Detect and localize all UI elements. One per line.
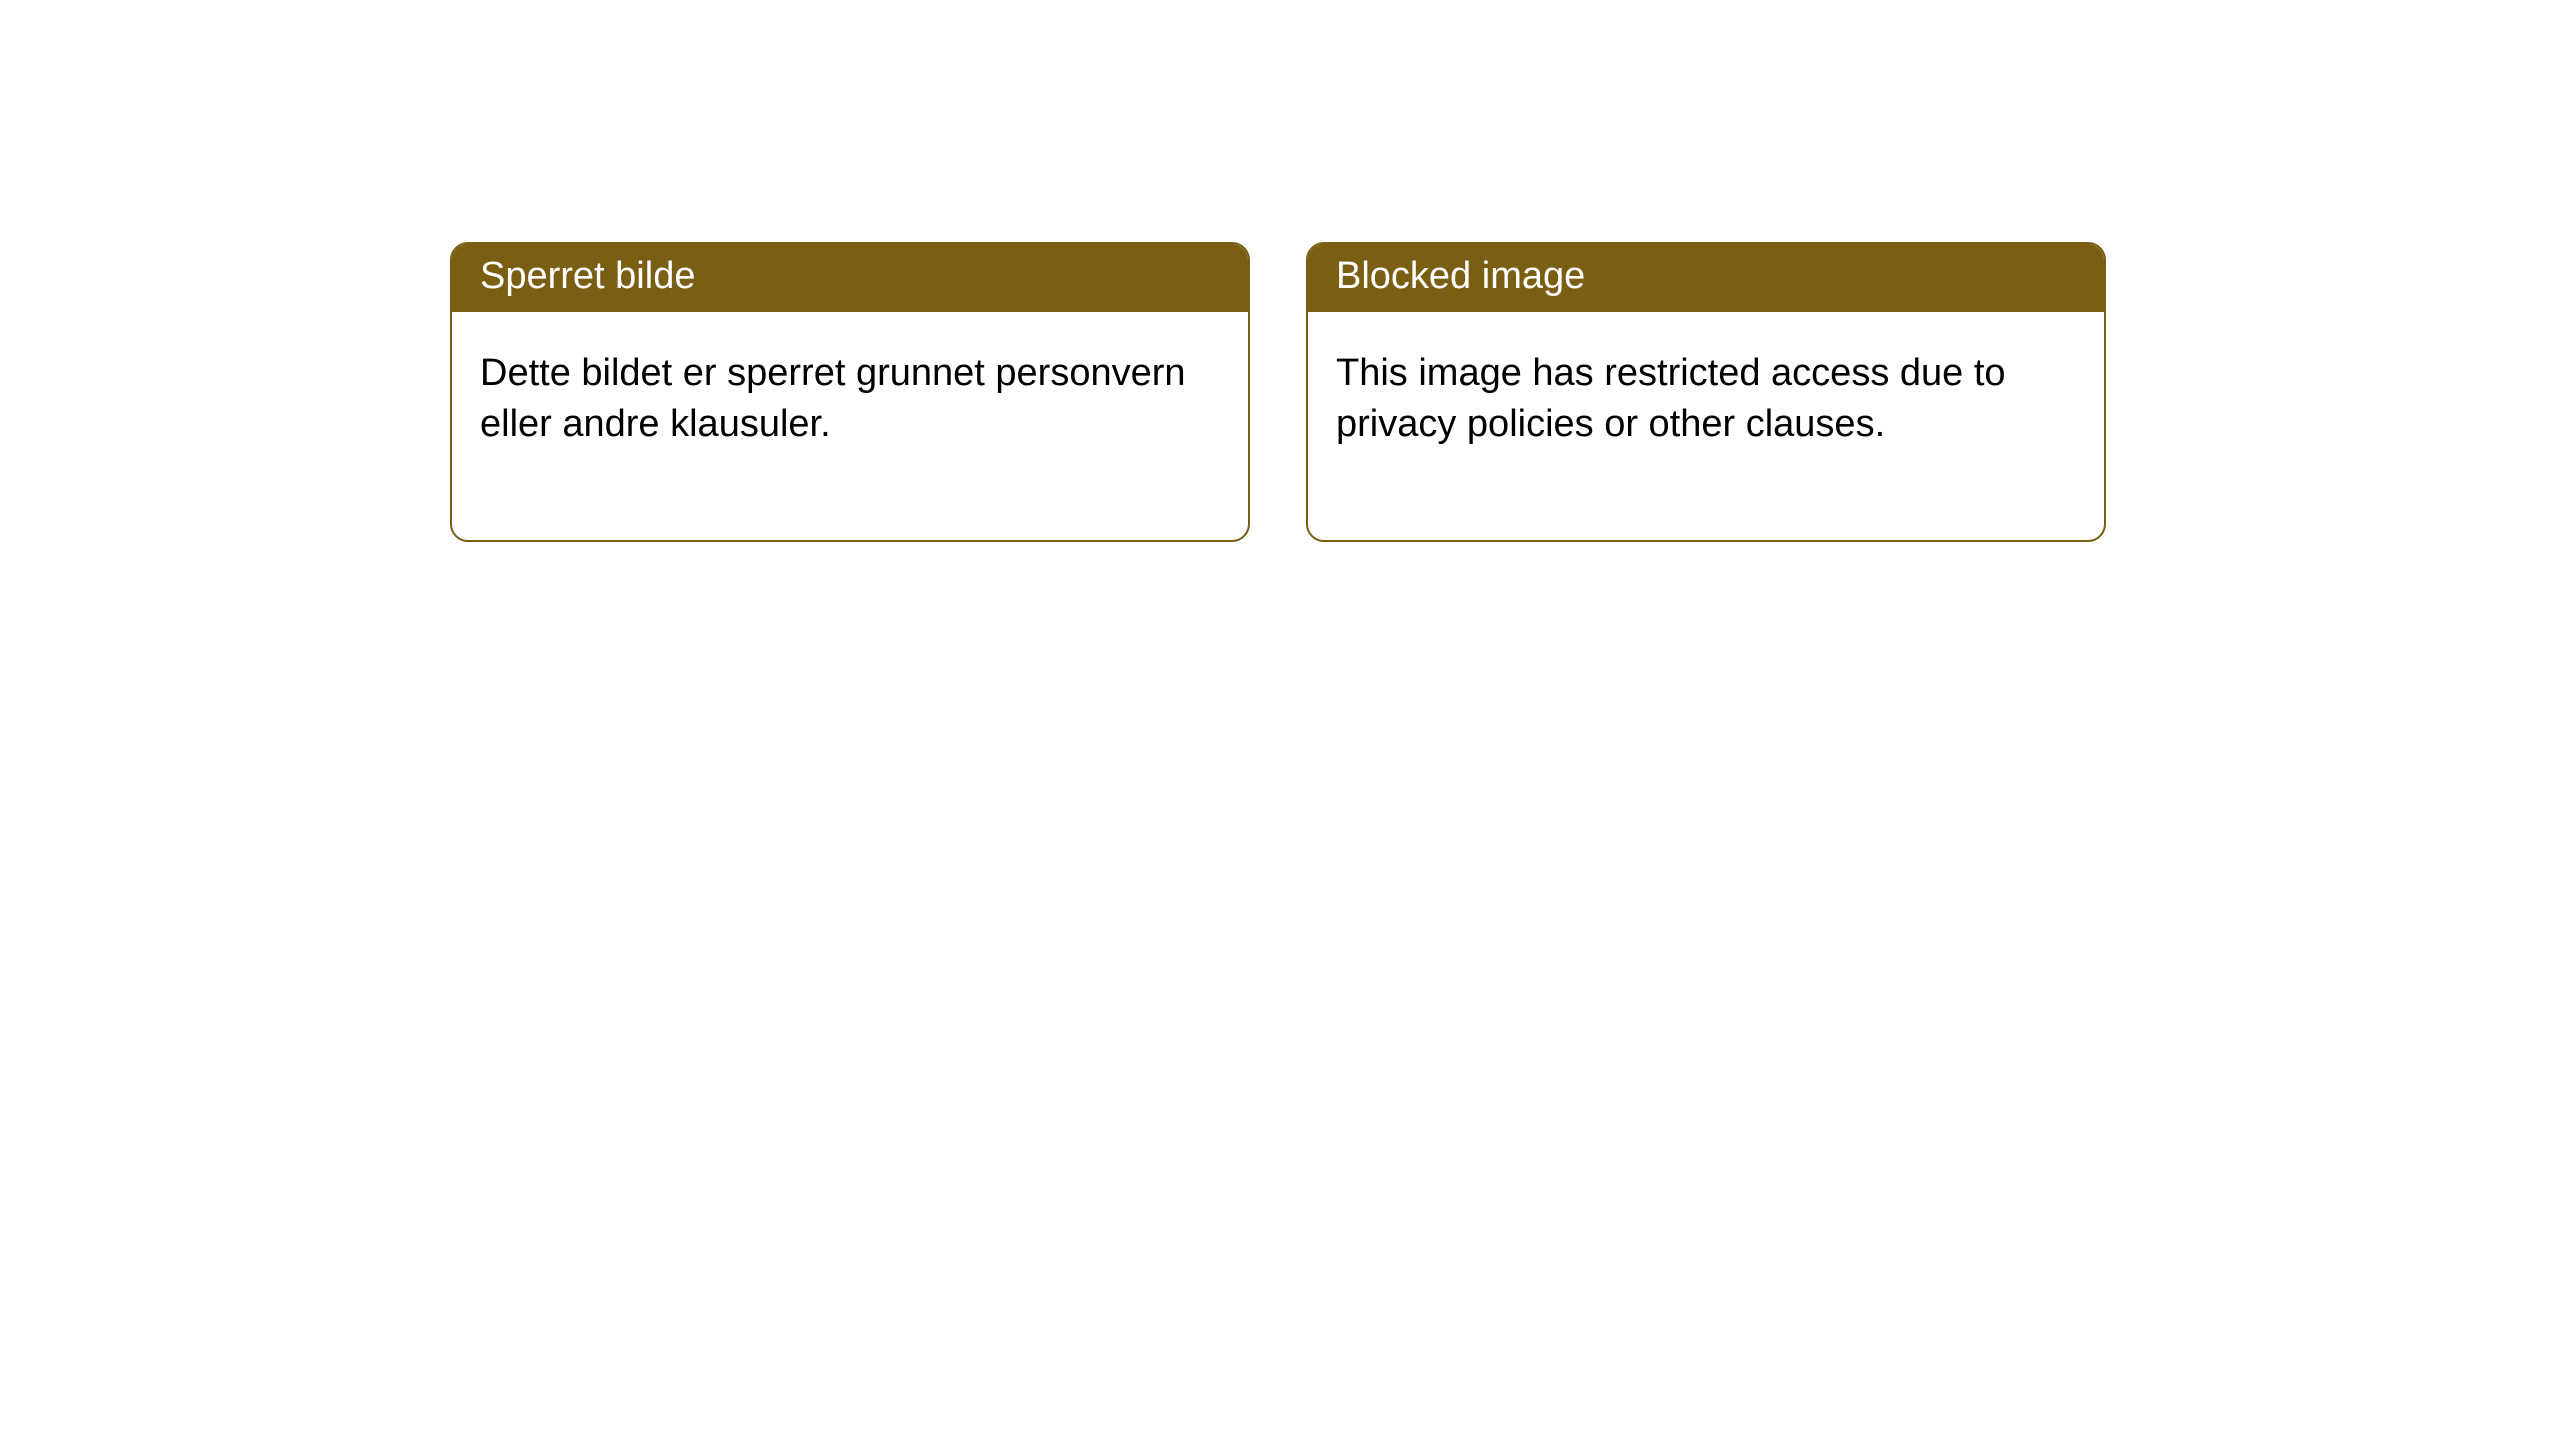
notice-body: This image has restricted access due to … [1308, 312, 2104, 541]
notice-body: Dette bildet er sperret grunnet personve… [452, 312, 1248, 541]
notice-container: Sperret bilde Dette bildet er sperret gr… [0, 0, 2560, 542]
notice-header: Blocked image [1308, 244, 2104, 312]
notice-card-english: Blocked image This image has restricted … [1306, 242, 2106, 542]
notice-header: Sperret bilde [452, 244, 1248, 312]
notice-card-norwegian: Sperret bilde Dette bildet er sperret gr… [450, 242, 1250, 542]
